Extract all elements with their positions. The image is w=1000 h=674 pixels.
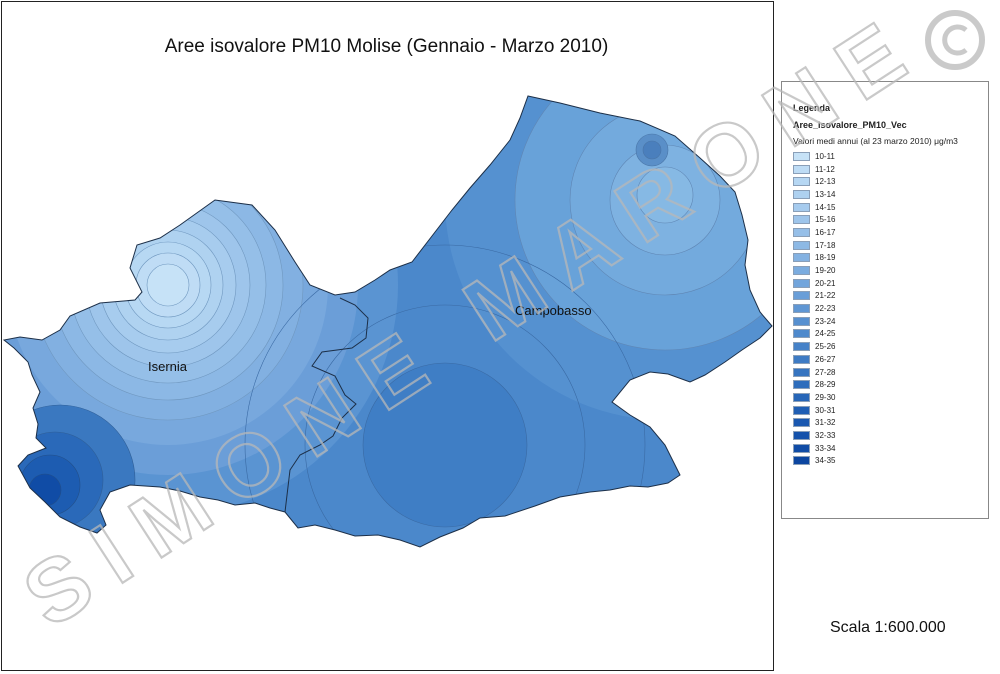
city-label-campobasso: Campobasso bbox=[515, 303, 592, 318]
legend-swatch bbox=[793, 202, 810, 212]
legend-label: 11-12 bbox=[815, 164, 835, 174]
legend-swatch bbox=[793, 430, 810, 440]
legend-label: 12-13 bbox=[815, 177, 836, 187]
legend-swatch bbox=[793, 342, 810, 352]
legend-swatch bbox=[793, 278, 810, 288]
legend-swatch bbox=[793, 418, 810, 428]
legend-label: 29-30 bbox=[815, 392, 836, 402]
legend-label: 18-19 bbox=[815, 253, 836, 263]
legend-item: 26-27 bbox=[793, 353, 835, 366]
high-isolines-center bbox=[244, 244, 646, 547]
legend-swatch bbox=[793, 380, 810, 390]
legend-label: 31-32 bbox=[815, 418, 836, 428]
legend-swatch bbox=[793, 329, 810, 339]
legend-label: 13-14 bbox=[815, 189, 836, 199]
legend-title: Legenda bbox=[793, 103, 831, 113]
legend-swatch bbox=[793, 392, 810, 402]
legend-item: 11-12 bbox=[793, 163, 835, 176]
legend-swatch bbox=[793, 456, 810, 466]
legend-layer-name: Aree_isovalore_PM10_Vec bbox=[793, 120, 907, 130]
legend-item: 34-35 bbox=[793, 455, 835, 468]
legend-item: 32-33 bbox=[793, 429, 835, 442]
legend-item: 10-11 bbox=[793, 150, 835, 163]
legend-label: 21-22 bbox=[815, 291, 836, 301]
legend-label: 15-16 bbox=[815, 215, 836, 225]
legend-label: 32-33 bbox=[815, 430, 836, 440]
legend-label: 10-11 bbox=[815, 151, 835, 161]
copyright-symbol: © bbox=[925, 10, 985, 70]
legend-swatch bbox=[793, 443, 810, 453]
legend-item: 14-15 bbox=[793, 201, 835, 214]
legend-item: 17-18 bbox=[793, 239, 835, 252]
legend-label: 25-26 bbox=[815, 342, 836, 352]
map-frame bbox=[1, 1, 774, 671]
legend-label: 19-20 bbox=[815, 266, 836, 276]
legend-swatch bbox=[793, 291, 810, 301]
legend-item: 25-26 bbox=[793, 340, 835, 353]
legend-field-description: Valori medi annui (al 23 marzo 2010) μg/… bbox=[793, 136, 958, 146]
legend-swatch bbox=[793, 354, 810, 364]
legend-item: 19-20 bbox=[793, 264, 835, 277]
legend-item: 12-13 bbox=[793, 175, 835, 188]
legend-item: 24-25 bbox=[793, 328, 835, 341]
legend-label: 17-18 bbox=[815, 240, 836, 250]
legend-label: 16-17 bbox=[815, 227, 836, 237]
map-title: Aree isovalore PM10 Molise (Gennaio - Ma… bbox=[164, 36, 609, 57]
legend-item: 31-32 bbox=[793, 416, 835, 429]
legend-swatch bbox=[793, 177, 810, 187]
legend-item: 28-29 bbox=[793, 378, 835, 391]
legend-item: 13-14 bbox=[793, 188, 835, 201]
legend-label: 22-23 bbox=[815, 304, 836, 314]
legend-swatch bbox=[793, 151, 810, 161]
legend-swatch bbox=[793, 240, 810, 250]
legend-label: 26-27 bbox=[815, 354, 836, 364]
legend-label: 24-25 bbox=[815, 329, 836, 339]
legend-item: 22-23 bbox=[793, 302, 835, 315]
legend-swatch bbox=[793, 316, 810, 326]
legend-label: 33-34 bbox=[815, 443, 836, 453]
legend-swatch bbox=[793, 405, 810, 415]
city-label-isernia: Isernia bbox=[148, 359, 188, 374]
legend-label: 34-35 bbox=[815, 456, 836, 466]
legend-item: 33-34 bbox=[793, 442, 835, 455]
legend-swatch bbox=[793, 227, 810, 237]
legend-swatch bbox=[793, 304, 810, 314]
legend: Legenda Aree_isovalore_PM10_Vec Valori m… bbox=[781, 81, 989, 519]
map-canvas: Isernia Campobasso bbox=[3, 95, 773, 548]
legend-label: 30-31 bbox=[815, 405, 836, 415]
legend-item: 20-21 bbox=[793, 277, 835, 290]
legend-items: 10-11 11-12 12-13 13-14 14-15 15-16 16-17 17-18… bbox=[793, 150, 835, 467]
legend-swatch bbox=[793, 164, 810, 174]
legend-label: 14-15 bbox=[815, 202, 836, 212]
legend-item: 18-19 bbox=[793, 252, 835, 265]
legend-label: 27-28 bbox=[815, 367, 836, 377]
legend-swatch bbox=[793, 215, 810, 225]
legend-swatch bbox=[793, 253, 810, 263]
legend-item: 30-31 bbox=[793, 404, 835, 417]
legend-swatch bbox=[793, 189, 810, 199]
isovalue-surface bbox=[4, 96, 772, 547]
legend-item: 27-28 bbox=[793, 366, 835, 379]
province-boundary bbox=[284, 297, 369, 513]
legend-item: 16-17 bbox=[793, 226, 835, 239]
legend-item: 15-16 bbox=[793, 213, 835, 226]
scale-label: Scala 1:600.000 bbox=[830, 619, 946, 636]
legend-label: 28-29 bbox=[815, 380, 836, 390]
legend-item: 29-30 bbox=[793, 391, 835, 404]
legend-swatch bbox=[793, 266, 810, 276]
legend-swatch bbox=[793, 367, 810, 377]
legend-label: 20-21 bbox=[815, 278, 836, 288]
legend-label: 23-24 bbox=[815, 316, 836, 326]
legend-item: 23-24 bbox=[793, 315, 835, 328]
legend-item: 21-22 bbox=[793, 290, 835, 303]
